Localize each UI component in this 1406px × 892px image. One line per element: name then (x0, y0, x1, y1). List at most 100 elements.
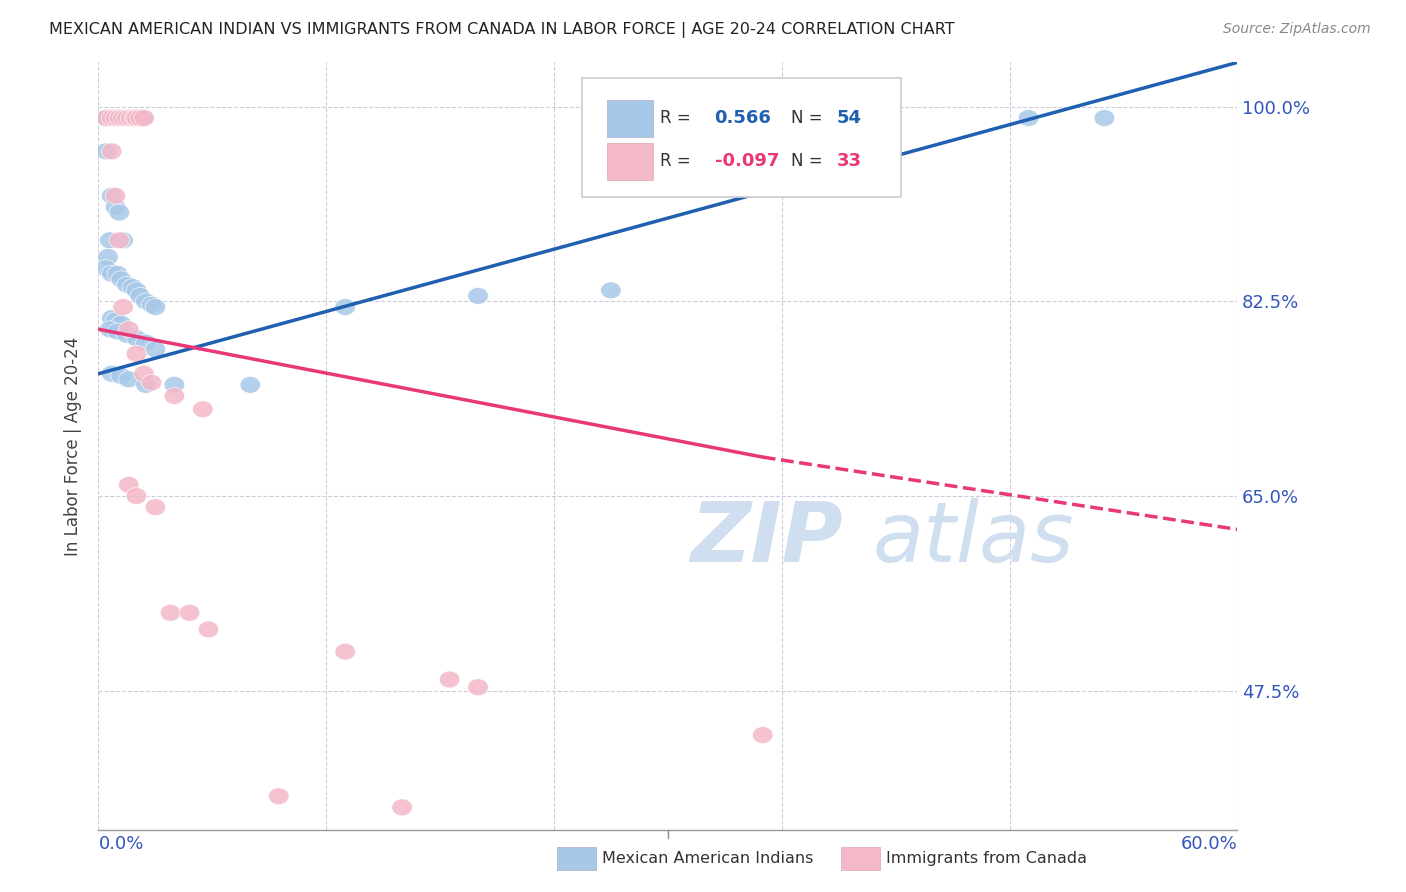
FancyBboxPatch shape (607, 100, 652, 136)
Ellipse shape (135, 293, 156, 310)
Ellipse shape (145, 499, 166, 516)
Ellipse shape (105, 110, 125, 127)
Text: Immigrants from Canada: Immigrants from Canada (886, 851, 1087, 865)
Text: 54: 54 (837, 109, 862, 127)
Ellipse shape (96, 110, 117, 127)
Ellipse shape (127, 110, 146, 127)
Ellipse shape (96, 143, 117, 160)
Text: 0.0%: 0.0% (98, 835, 143, 853)
Ellipse shape (392, 799, 412, 816)
Ellipse shape (752, 727, 773, 744)
Ellipse shape (96, 260, 117, 277)
Ellipse shape (198, 621, 219, 638)
Ellipse shape (118, 110, 139, 127)
Ellipse shape (97, 249, 118, 266)
Ellipse shape (1094, 110, 1115, 127)
Text: MEXICAN AMERICAN INDIAN VS IMMIGRANTS FROM CANADA IN LABOR FORCE | AGE 20-24 COR: MEXICAN AMERICAN INDIAN VS IMMIGRANTS FR… (49, 22, 955, 38)
Ellipse shape (112, 110, 134, 127)
Ellipse shape (160, 604, 181, 621)
Ellipse shape (439, 671, 460, 688)
Ellipse shape (101, 366, 122, 382)
Ellipse shape (105, 312, 125, 329)
Ellipse shape (107, 323, 128, 340)
Ellipse shape (110, 204, 129, 221)
Ellipse shape (101, 187, 122, 204)
Ellipse shape (111, 315, 131, 332)
Ellipse shape (110, 232, 129, 249)
Ellipse shape (129, 110, 150, 127)
FancyBboxPatch shape (582, 78, 901, 197)
Ellipse shape (124, 110, 145, 127)
Ellipse shape (118, 321, 139, 338)
Text: N =: N = (790, 152, 828, 169)
Ellipse shape (121, 110, 141, 127)
Ellipse shape (127, 345, 146, 362)
Ellipse shape (112, 110, 134, 127)
Ellipse shape (145, 299, 166, 316)
Ellipse shape (101, 310, 122, 326)
Ellipse shape (127, 488, 146, 505)
Ellipse shape (101, 110, 122, 127)
Ellipse shape (142, 296, 162, 313)
Ellipse shape (124, 110, 145, 127)
Ellipse shape (112, 299, 134, 316)
Ellipse shape (111, 271, 131, 288)
Y-axis label: In Labor Force | Age 20-24: In Labor Force | Age 20-24 (63, 336, 82, 556)
Ellipse shape (118, 371, 139, 388)
Ellipse shape (127, 330, 146, 347)
Ellipse shape (165, 387, 184, 404)
Ellipse shape (118, 476, 139, 493)
Ellipse shape (335, 299, 356, 316)
Ellipse shape (107, 265, 128, 282)
Ellipse shape (105, 199, 125, 215)
Ellipse shape (117, 110, 138, 127)
Ellipse shape (180, 604, 200, 621)
Ellipse shape (122, 278, 143, 295)
Ellipse shape (1018, 110, 1039, 127)
Ellipse shape (101, 265, 122, 282)
Text: R =: R = (659, 152, 696, 169)
Ellipse shape (105, 110, 125, 127)
Ellipse shape (134, 366, 155, 382)
Ellipse shape (129, 110, 150, 127)
Ellipse shape (111, 110, 131, 127)
Ellipse shape (127, 282, 146, 299)
Ellipse shape (96, 110, 117, 127)
Text: atlas: atlas (873, 498, 1074, 579)
Ellipse shape (335, 643, 356, 660)
Ellipse shape (145, 341, 166, 358)
Ellipse shape (468, 679, 488, 696)
Ellipse shape (110, 110, 129, 127)
Ellipse shape (240, 376, 260, 393)
Ellipse shape (100, 232, 120, 249)
Text: 60.0%: 60.0% (1181, 835, 1237, 853)
Ellipse shape (117, 326, 138, 343)
Text: 0.566: 0.566 (714, 109, 772, 127)
Ellipse shape (193, 401, 214, 417)
Ellipse shape (165, 376, 184, 393)
Text: 33: 33 (837, 152, 862, 169)
Ellipse shape (105, 187, 125, 204)
Ellipse shape (134, 110, 155, 127)
Ellipse shape (110, 110, 129, 127)
Text: N =: N = (790, 109, 828, 127)
Ellipse shape (127, 110, 146, 127)
Ellipse shape (117, 110, 138, 127)
Ellipse shape (117, 277, 138, 293)
Ellipse shape (128, 110, 149, 127)
Text: ZIP: ZIP (690, 498, 844, 579)
Ellipse shape (115, 110, 135, 127)
FancyBboxPatch shape (607, 143, 652, 180)
Ellipse shape (134, 110, 155, 127)
Ellipse shape (121, 110, 141, 127)
Ellipse shape (100, 321, 120, 338)
Ellipse shape (101, 143, 122, 160)
Ellipse shape (135, 334, 156, 351)
Text: Source: ZipAtlas.com: Source: ZipAtlas.com (1223, 22, 1371, 37)
Ellipse shape (129, 287, 150, 304)
Ellipse shape (600, 282, 621, 299)
Text: Mexican American Indians: Mexican American Indians (602, 851, 813, 865)
Text: R =: R = (659, 109, 696, 127)
Ellipse shape (111, 368, 131, 384)
Ellipse shape (142, 374, 162, 391)
